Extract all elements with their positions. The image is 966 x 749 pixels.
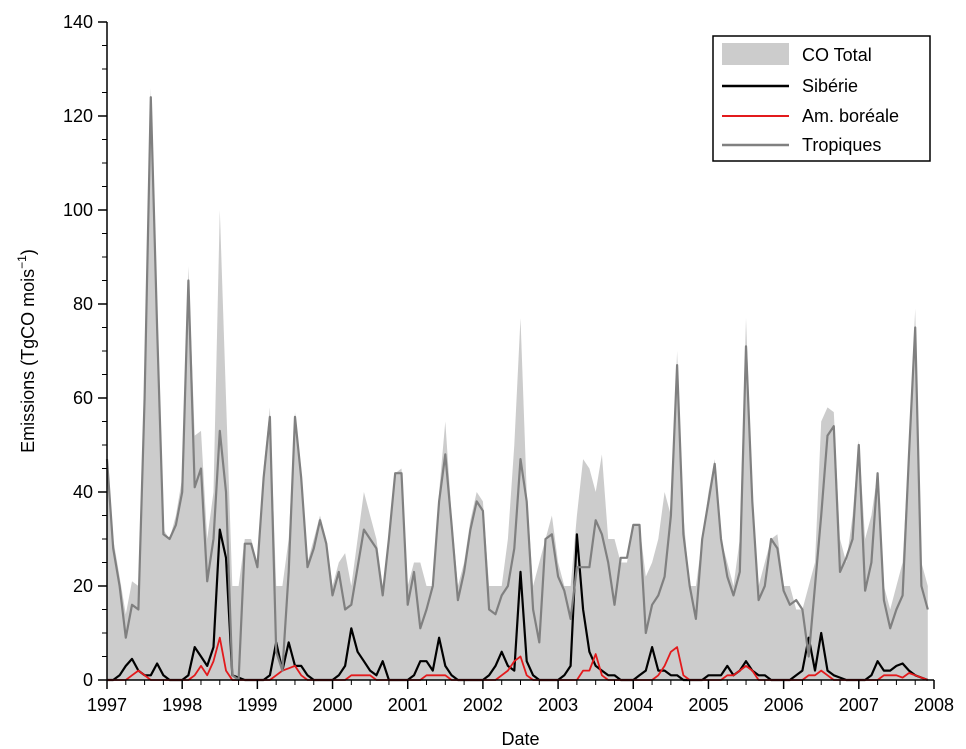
legend-entry-am-boreale: Am. boréale [722,106,899,126]
x-tick-label: 1999 [237,695,277,715]
x-tick-label: 2001 [388,695,428,715]
x-axis-title: Date [501,729,539,749]
y-tick-label: 120 [63,106,93,126]
x-tick-label: 2007 [839,695,879,715]
y-tick-label: 60 [73,388,93,408]
legend-entry-tropiques: Tropiques [722,135,881,155]
y-tick-label: 20 [73,576,93,596]
y-axis-title-superscript: −1 [15,255,29,269]
x-tick-label: 2008 [914,695,954,715]
y-tick-label: 40 [73,482,93,502]
plot-area [105,87,929,682]
y-axis-title: Emissions (TgCO mois−1) [15,249,38,453]
legend-swatch-co-total [722,43,789,65]
y-tick-label: 140 [63,12,93,32]
legend: CO Total Sibérie Am. boréale Tropiques [712,35,931,162]
x-tick-label: 2006 [764,695,804,715]
legend-label-co-total: CO Total [802,45,872,65]
legend-entry-siberie: Sibérie [722,76,858,96]
series-line-tropiques [105,96,929,682]
y-axis-title-close: ) [18,249,38,255]
y-tick-label: 0 [83,670,93,690]
x-tick-label: 1997 [87,695,127,715]
series-area-co-total [107,87,928,681]
x-tick-label: 2004 [613,695,653,715]
legend-label-siberie: Sibérie [802,76,858,96]
x-tick-label: 2002 [463,695,503,715]
x-tick-label: 2005 [688,695,728,715]
x-tick-label: 2000 [313,695,353,715]
legend-label-am-boreale: Am. boréale [802,106,899,126]
legend-entry-co-total: CO Total [722,43,872,65]
y-axis-title-main: Emissions (TgCO mois [18,269,38,453]
axes: 0 20 40 60 80 100 120 140 1997 1998 1999 2000 2001 20… [63,12,954,715]
y-tick-label: 100 [63,200,93,220]
x-tick-label: 1998 [162,695,202,715]
legend-label-tropiques: Tropiques [802,135,881,155]
y-tick-label: 80 [73,294,93,314]
x-tick-label: 2003 [538,695,578,715]
